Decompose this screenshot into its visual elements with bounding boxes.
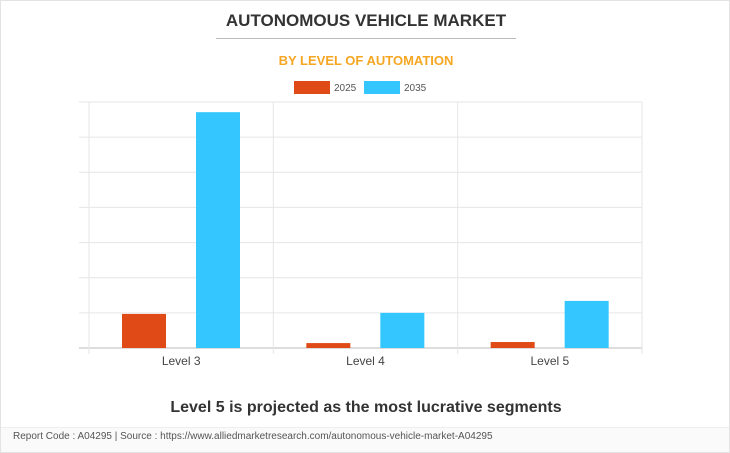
legend-swatch-2025	[294, 81, 330, 94]
x-tick-label: Level 3	[162, 354, 201, 368]
bar-2035-level-4	[380, 312, 425, 348]
footer-source: Report Code : A04295 | Source : https://…	[1, 427, 729, 452]
bar-2035-level-5	[564, 300, 609, 348]
x-tick-label: Level 4	[346, 354, 385, 368]
chart-title: AUTONOMOUS VEHICLE MARKET	[225, 11, 507, 30]
chart-subtitle: BY LEVEL OF AUTOMATION	[278, 53, 454, 68]
legend-label: 2025	[334, 83, 357, 94]
legend-swatch-2035	[364, 81, 400, 94]
bar-2035-level-3	[196, 112, 240, 348]
title-divider	[216, 38, 516, 39]
x-tick-label: Level 5	[530, 354, 569, 368]
chart-caption: Level 5 is projected as the most lucrati…	[170, 399, 562, 416]
bar-2025-level-5	[490, 342, 535, 348]
bar-2025-level-3	[122, 313, 166, 348]
bar-2025-level-4	[306, 343, 351, 348]
legend-label: 2035	[404, 83, 427, 94]
